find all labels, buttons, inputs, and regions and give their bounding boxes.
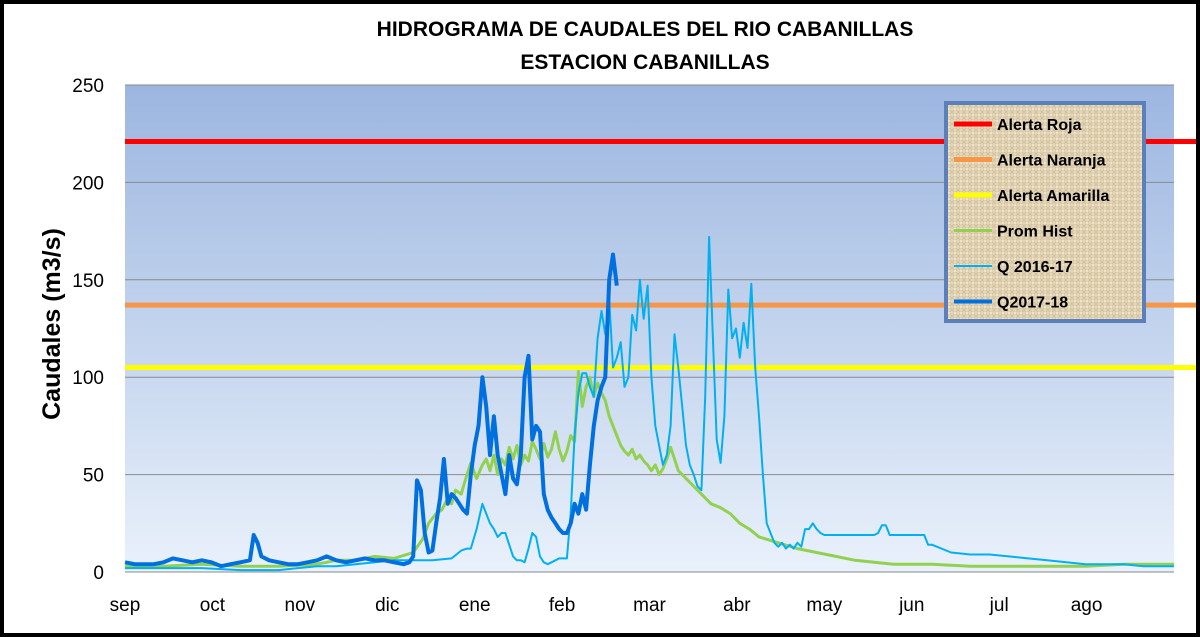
legend-label-3: Alerta Amarilla xyxy=(997,188,1109,205)
x-tick-label-abr: abr xyxy=(723,595,751,616)
legend-label-4: Prom Hist xyxy=(997,224,1073,241)
legend-background xyxy=(948,105,1142,319)
series-lines xyxy=(124,235,1174,572)
x-tick-label-jul: jul xyxy=(989,595,1009,616)
hydrograph-chart: HIDROGRAMA DE CAUDALES DEL RIO CABANILLA… xyxy=(38,18,1196,616)
chart-frame: HIDROGRAMA DE CAUDALES DEL RIO CABANILLA… xyxy=(4,4,1196,633)
y-axis-label: Caudales (m3/s) xyxy=(38,228,66,420)
x-tick-label-may: may xyxy=(806,595,842,616)
series-line-3 xyxy=(124,252,619,569)
x-tick-label-dic: dic xyxy=(375,595,399,616)
legend: Alerta Roja Alerta Naranja Alerta Amarilla… xyxy=(944,101,1146,323)
y-tick-label: 0 xyxy=(93,563,104,584)
x-tick-label-feb: feb xyxy=(549,595,575,616)
x-tick-label-oct: oct xyxy=(200,595,226,616)
chart-subtitle: ESTACION CABANILLAS xyxy=(520,51,769,74)
y-tick-label: 50 xyxy=(83,466,104,487)
x-tick-label-mar: mar xyxy=(633,595,666,616)
legend-label-5: Q 2016-17 xyxy=(997,259,1073,276)
chart-title: HIDROGRAMA DE CAUDALES DEL RIO CABANILLA… xyxy=(377,18,914,41)
legend-label-6: Q2017-18 xyxy=(997,295,1068,312)
y-tick-label: 250 xyxy=(72,76,104,97)
x-tick-label-ene: ene xyxy=(459,595,491,616)
legend-label-1: Alerta Roja xyxy=(997,117,1082,134)
y-tick-label: 200 xyxy=(72,173,104,194)
y-tick-label: 100 xyxy=(72,368,104,389)
legend-label-2: Alerta Naranja xyxy=(997,153,1106,170)
gridlines xyxy=(125,84,1174,573)
y-axis-ticks: 0 50 100 150 200 250 xyxy=(72,76,104,584)
x-tick-label-sep: sep xyxy=(110,595,141,616)
x-axis-ticks: sep oct nov dic ene feb mar abr may jun jul ago xyxy=(110,595,1103,616)
series-line-2 xyxy=(125,235,1174,572)
x-tick-label-jun: jun xyxy=(898,595,924,616)
series-line-1 xyxy=(125,369,1174,568)
x-tick-label-ago: ago xyxy=(1071,595,1103,616)
x-tick-label-nov: nov xyxy=(285,595,316,616)
y-tick-label: 150 xyxy=(72,271,104,292)
